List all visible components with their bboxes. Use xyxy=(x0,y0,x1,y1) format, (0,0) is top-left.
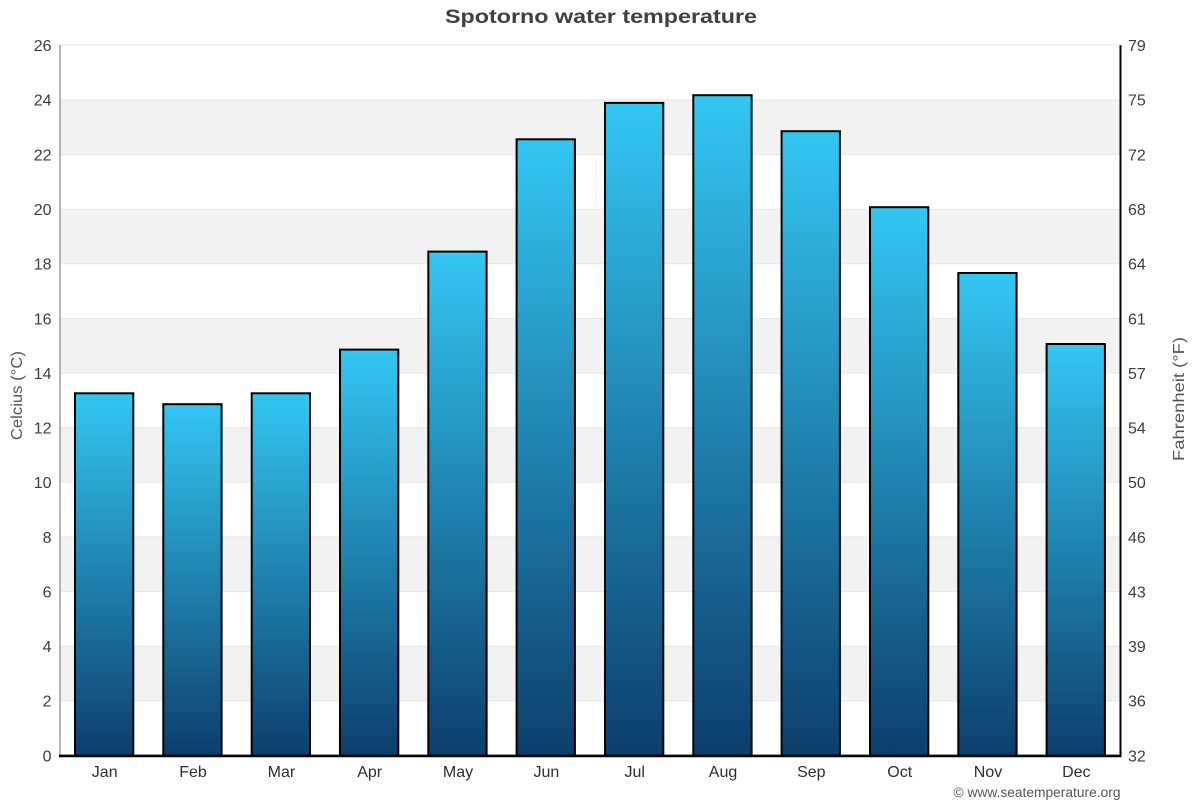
svg-text:May: May xyxy=(443,764,473,781)
svg-text:54: 54 xyxy=(1128,421,1146,438)
svg-text:Nov: Nov xyxy=(974,764,1002,781)
svg-text:50: 50 xyxy=(1128,475,1146,492)
svg-text:16: 16 xyxy=(34,311,52,328)
svg-text:79: 79 xyxy=(1128,38,1146,55)
svg-text:64: 64 xyxy=(1128,257,1146,274)
svg-text:46: 46 xyxy=(1128,530,1146,547)
svg-text:Celcius (°C): Celcius (°C) xyxy=(9,351,26,440)
svg-text:75: 75 xyxy=(1128,93,1146,110)
svg-text:Jun: Jun xyxy=(534,764,560,781)
svg-text:0: 0 xyxy=(43,748,52,765)
svg-text:Sep: Sep xyxy=(797,764,826,781)
svg-text:22: 22 xyxy=(34,147,52,164)
svg-text:26: 26 xyxy=(34,38,52,55)
svg-text:Apr: Apr xyxy=(357,764,383,781)
svg-text:14: 14 xyxy=(34,366,52,383)
svg-text:Aug: Aug xyxy=(709,764,737,781)
svg-text:39: 39 xyxy=(1128,639,1146,656)
svg-text:72: 72 xyxy=(1128,147,1146,164)
svg-text:36: 36 xyxy=(1128,694,1146,711)
svg-text:57: 57 xyxy=(1128,366,1146,383)
svg-text:Spotorno water temperature: Spotorno water temperature xyxy=(445,7,757,28)
svg-text:20: 20 xyxy=(34,202,52,219)
svg-text:18: 18 xyxy=(34,257,52,274)
svg-text:Fahrenheit (°F): Fahrenheit (°F) xyxy=(1171,337,1188,461)
svg-text:43: 43 xyxy=(1128,584,1146,601)
svg-text:6: 6 xyxy=(43,584,52,601)
svg-text:68: 68 xyxy=(1128,202,1146,219)
svg-text:Jan: Jan xyxy=(92,764,118,781)
svg-text:2: 2 xyxy=(43,694,52,711)
svg-text:Jul: Jul xyxy=(624,764,644,781)
svg-text:32: 32 xyxy=(1128,748,1146,765)
svg-text:8: 8 xyxy=(43,530,52,547)
svg-text:24: 24 xyxy=(34,93,52,110)
svg-text:4: 4 xyxy=(43,639,52,656)
svg-text:Mar: Mar xyxy=(268,764,296,781)
svg-text:61: 61 xyxy=(1128,311,1146,328)
svg-text:Oct: Oct xyxy=(887,764,912,781)
svg-text:10: 10 xyxy=(34,475,52,492)
svg-text:Dec: Dec xyxy=(1062,764,1090,781)
svg-text:© www.seatemperature.org: © www.seatemperature.org xyxy=(954,785,1121,800)
svg-text:12: 12 xyxy=(34,421,52,438)
svg-text:Feb: Feb xyxy=(179,764,207,781)
